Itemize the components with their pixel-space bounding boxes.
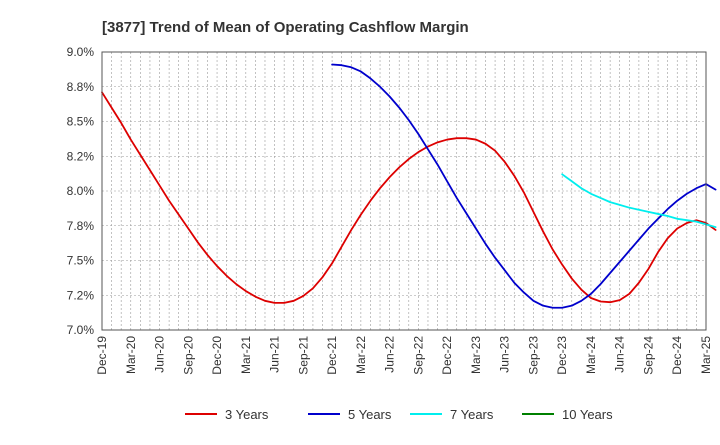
x-tick-label: Mar-23: [469, 336, 483, 374]
x-tick-label: Sep-21: [296, 336, 310, 375]
grid: [102, 52, 706, 330]
x-tick-label: Dec-19: [95, 336, 109, 375]
x-tick-label: Mar-24: [584, 336, 598, 374]
x-tick-label: Sep-24: [641, 336, 655, 375]
x-tick-label: Jun-20: [153, 336, 167, 373]
x-tick-label: Sep-22: [411, 336, 425, 375]
x-tick-label: Jun-23: [498, 336, 512, 373]
y-tick-label: 8.0%: [67, 184, 95, 198]
series-line-7-years: [561, 173, 717, 229]
y-tick-label: 8.5%: [67, 115, 95, 129]
y-tick-label: 8.2%: [67, 149, 95, 163]
legend-label-3-years: 3 Years: [225, 407, 269, 422]
x-tick-label: Mar-20: [124, 336, 138, 374]
x-axis: Dec-19 Mar-20 Jun-20 Sep-20 Dec-20 Mar-21 Jun-…: [95, 336, 713, 375]
y-tick-label: 7.2%: [67, 288, 95, 302]
x-tick-label: Mar-21: [239, 336, 253, 374]
series-line-5-years: [331, 63, 717, 309]
legend-label-5-years: 5 Years: [348, 407, 392, 422]
x-tick-label: Dec-23: [555, 336, 569, 375]
x-tick-label: Dec-22: [440, 336, 454, 375]
chart-title: [3877] Trend of Mean of Operating Cashfl…: [102, 19, 469, 36]
x-tick-label: Dec-21: [325, 336, 339, 375]
x-tick-label: Sep-23: [526, 336, 540, 375]
y-axis: 7.0% 7.2% 7.5% 7.8% 8.0% 8.2% 8.5% 8.8% 9.0%: [67, 45, 95, 337]
y-tick-label: 7.0%: [67, 323, 95, 337]
x-tick-label: Jun-21: [268, 336, 282, 373]
legend: 3 Years 5 Years 7 Years 10 Years: [185, 407, 613, 422]
plot-frame: [101, 51, 707, 331]
y-tick-label: 7.8%: [67, 219, 95, 233]
x-tick-label: Dec-24: [670, 336, 684, 375]
series-line-3-years: [101, 91, 717, 304]
series-lines: [101, 63, 717, 309]
legend-label-10-years: 10 Years: [562, 407, 613, 422]
x-tick-label: Jun-24: [613, 336, 627, 373]
x-tick-label: Jun-22: [383, 336, 397, 373]
x-tick-label: Sep-20: [181, 336, 195, 375]
y-tick-label: 9.0%: [67, 45, 95, 59]
x-tick-label: Mar-22: [354, 336, 368, 374]
y-tick-label: 8.8%: [67, 80, 95, 94]
legend-label-7-years: 7 Years: [450, 407, 494, 422]
x-tick-label: Mar-25: [699, 336, 713, 374]
x-tick-label: Dec-20: [210, 336, 224, 375]
y-tick-label: 7.5%: [67, 254, 95, 268]
